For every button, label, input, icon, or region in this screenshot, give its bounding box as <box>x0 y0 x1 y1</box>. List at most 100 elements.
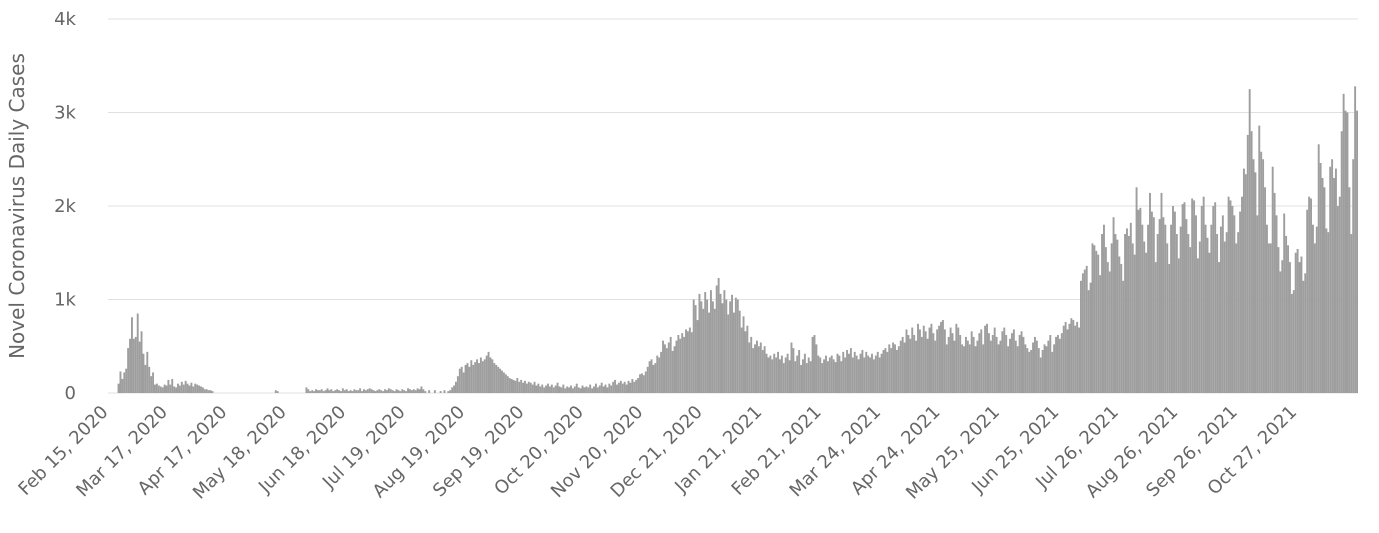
bar <box>1137 209 1140 393</box>
y-tick-label: 3k <box>54 103 76 124</box>
bar <box>999 340 1002 393</box>
bar <box>1275 215 1278 393</box>
bar <box>880 353 883 393</box>
bar <box>1101 234 1104 393</box>
bar <box>1045 346 1048 393</box>
bar <box>1158 219 1161 393</box>
bar <box>955 323 958 393</box>
bar <box>713 308 716 393</box>
bar <box>466 363 469 393</box>
bar <box>1103 224 1105 393</box>
bar <box>926 338 929 393</box>
bar <box>1354 86 1357 393</box>
bar <box>775 357 778 393</box>
bar <box>1089 282 1092 393</box>
bar <box>803 353 806 393</box>
bar <box>930 323 933 393</box>
bar <box>982 344 985 393</box>
bar <box>788 360 791 393</box>
bar <box>123 372 126 393</box>
bar <box>811 336 814 393</box>
bar <box>1166 243 1169 393</box>
bar <box>913 335 916 393</box>
bar <box>871 353 873 393</box>
bar <box>1016 346 1019 393</box>
bar <box>410 390 413 393</box>
bar <box>155 383 158 393</box>
bar <box>686 331 689 393</box>
bar <box>177 383 179 393</box>
bar <box>945 344 948 393</box>
bar <box>366 389 369 393</box>
bar <box>399 391 402 393</box>
bar <box>736 299 739 393</box>
bar <box>1344 110 1347 393</box>
bar <box>650 359 653 393</box>
bar <box>911 327 914 393</box>
bar <box>148 366 151 393</box>
bar <box>1014 340 1017 393</box>
bar <box>711 301 714 393</box>
bar <box>610 385 613 393</box>
bar <box>1311 224 1314 393</box>
bar <box>756 340 758 393</box>
bar <box>1287 245 1289 393</box>
bar <box>606 387 609 393</box>
bar <box>1348 187 1351 393</box>
bar <box>1068 323 1071 393</box>
bar <box>662 340 664 393</box>
bar <box>884 348 887 393</box>
bar <box>1106 262 1109 393</box>
bar <box>813 335 816 393</box>
bar <box>493 363 496 393</box>
bar <box>1139 207 1142 393</box>
bar <box>848 353 850 393</box>
bar <box>476 359 479 393</box>
bar <box>499 368 502 393</box>
bar <box>405 391 408 393</box>
bar <box>1135 187 1138 393</box>
bar <box>1156 234 1159 393</box>
bar <box>1160 192 1163 393</box>
bar <box>1039 357 1042 393</box>
bar <box>514 380 517 393</box>
bar <box>1112 217 1115 393</box>
bar <box>838 355 841 393</box>
bar <box>1170 224 1173 393</box>
bar <box>531 384 534 393</box>
bar <box>508 378 511 393</box>
bar <box>959 335 962 393</box>
bar <box>1058 338 1061 393</box>
bar <box>1168 263 1171 393</box>
bar <box>351 391 354 393</box>
bar <box>355 390 358 393</box>
bar <box>648 361 651 393</box>
bar <box>527 381 530 393</box>
bar <box>966 340 969 393</box>
bar <box>836 353 839 393</box>
bar <box>533 381 536 393</box>
bar <box>1206 237 1209 393</box>
bar <box>1129 222 1132 393</box>
bar <box>274 390 277 393</box>
bar <box>382 391 385 393</box>
bar <box>504 374 507 393</box>
bar <box>1131 243 1134 393</box>
bar <box>1331 159 1334 393</box>
bar <box>1177 258 1180 393</box>
bar <box>1231 206 1234 393</box>
bar <box>777 351 780 393</box>
bar <box>832 359 835 393</box>
bar <box>121 378 124 393</box>
bar <box>1012 329 1015 393</box>
bar <box>577 387 580 393</box>
bar <box>412 389 415 393</box>
bar <box>909 338 912 393</box>
bar <box>920 336 923 393</box>
bar <box>182 384 185 393</box>
bar <box>953 340 956 393</box>
bar <box>556 382 559 393</box>
bar <box>408 389 411 393</box>
bar <box>152 372 155 393</box>
